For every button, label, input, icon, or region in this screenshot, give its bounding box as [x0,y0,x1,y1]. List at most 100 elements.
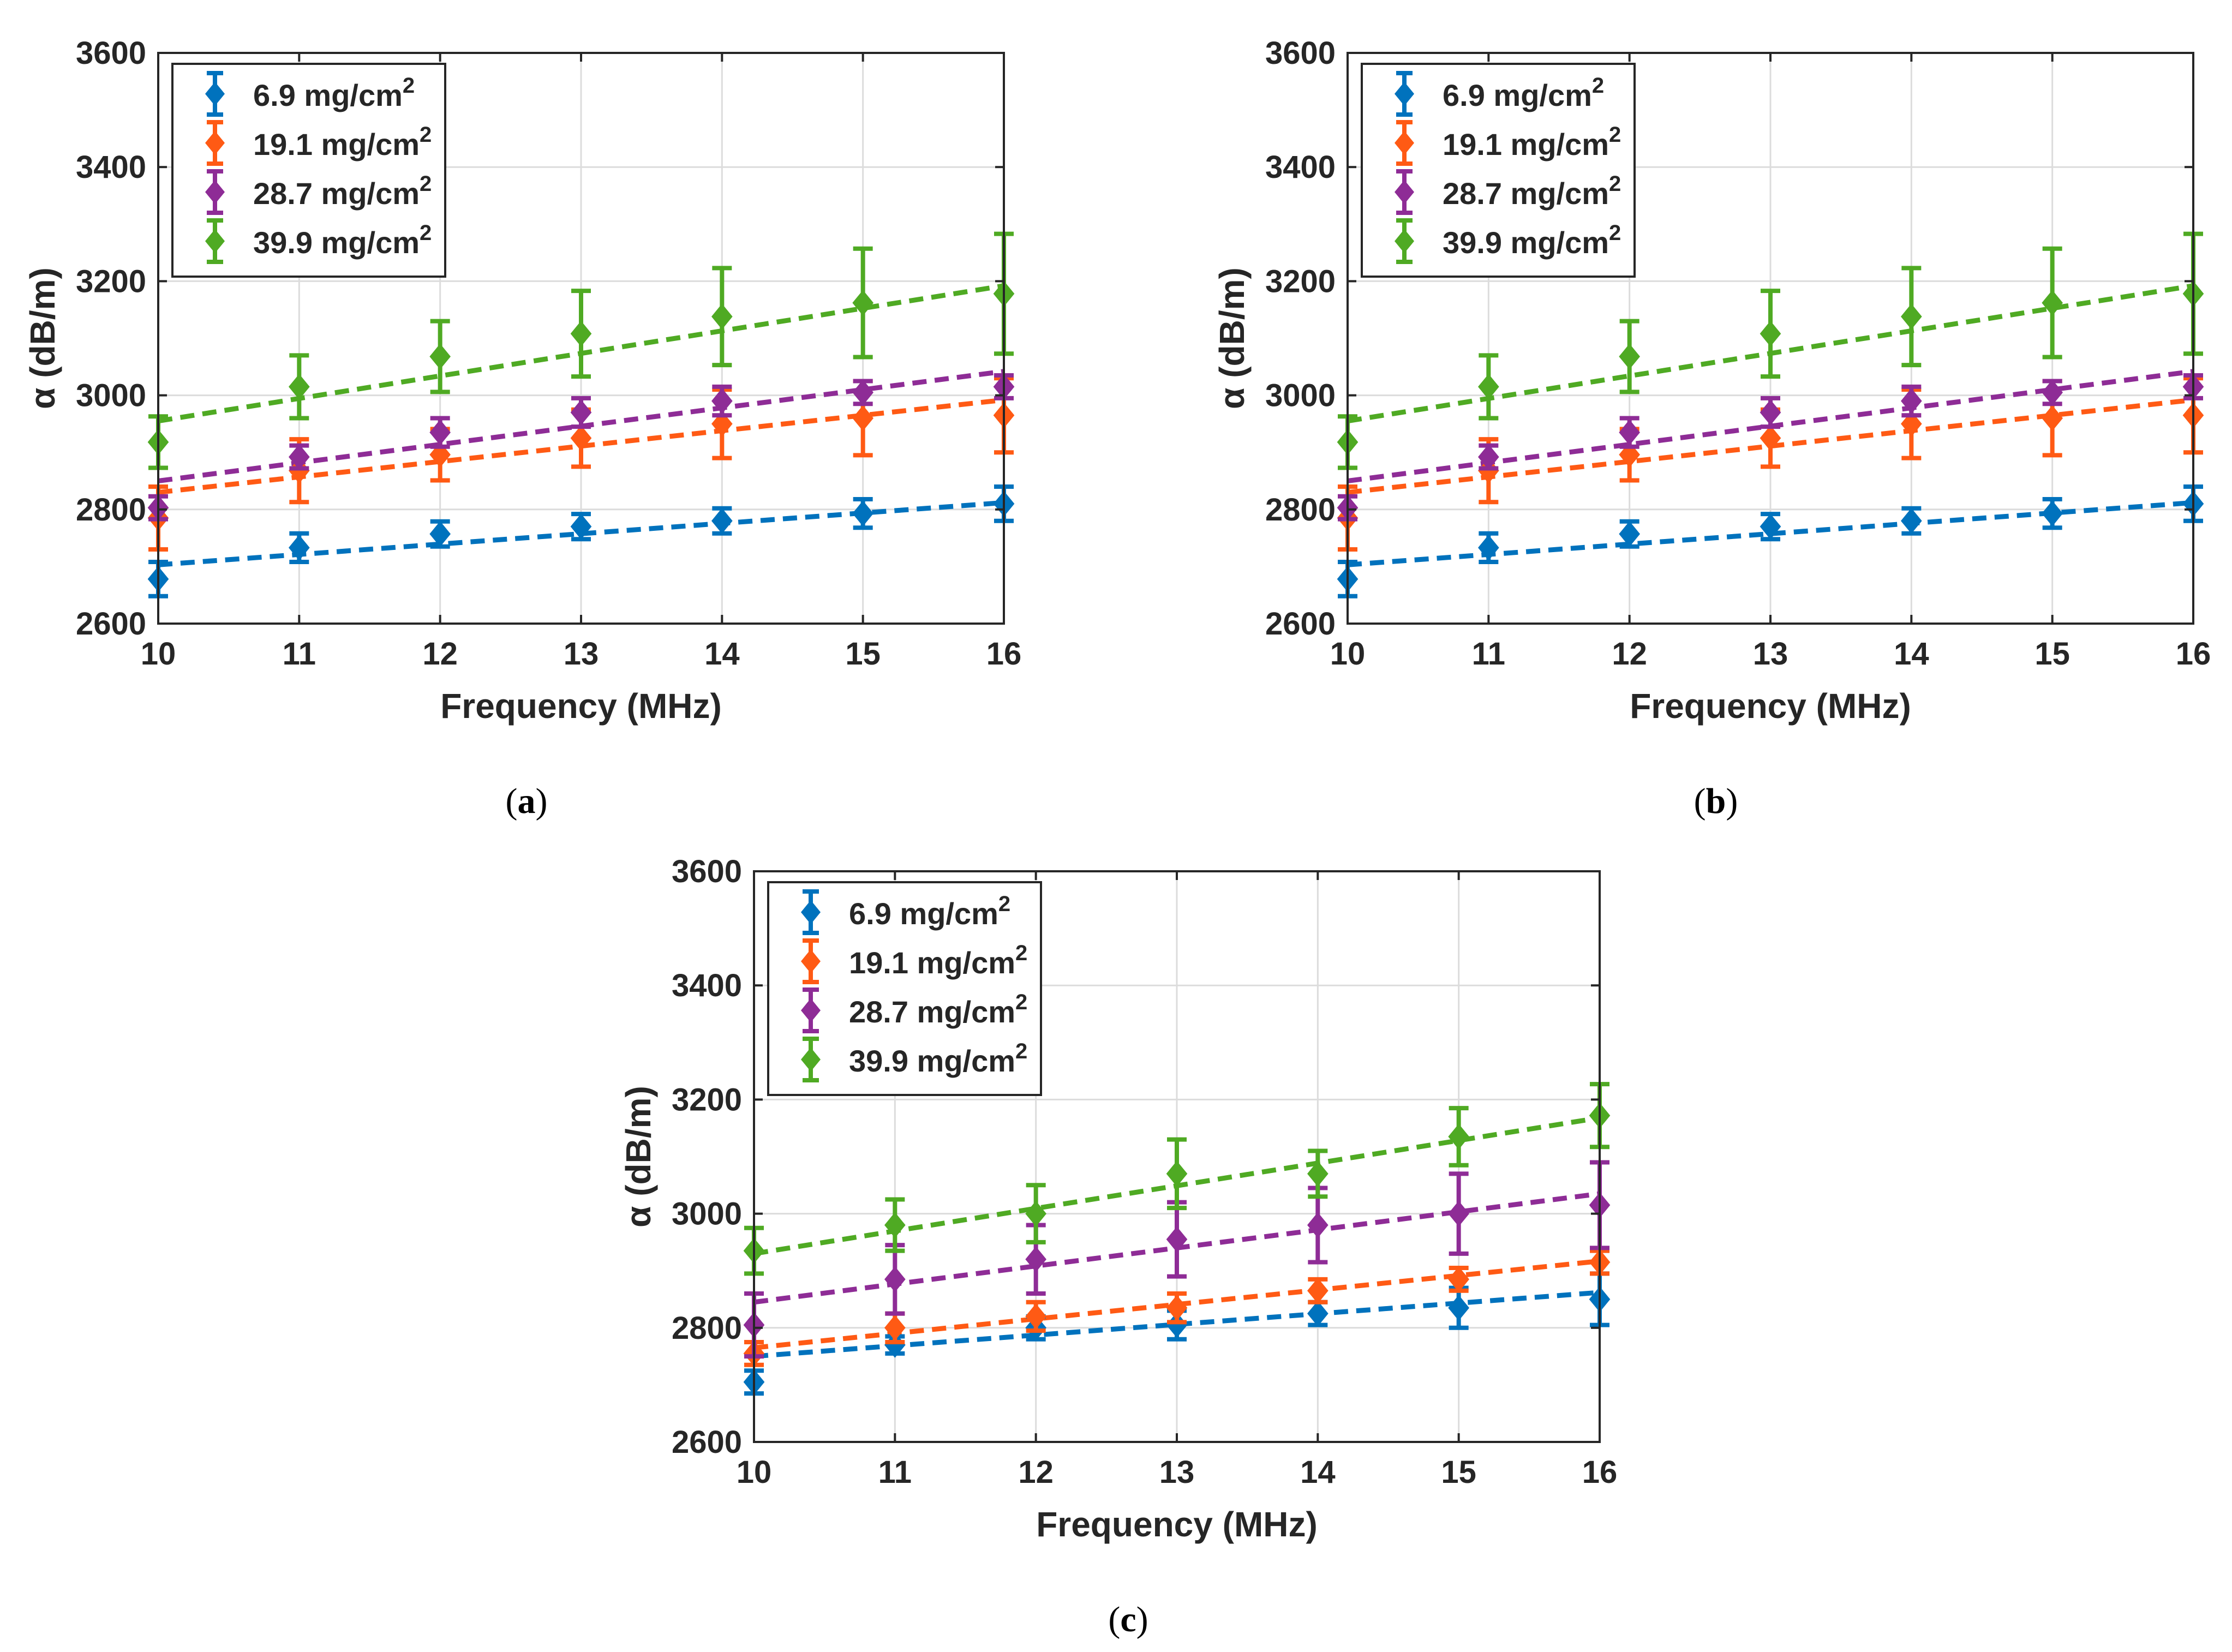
chart-panel-a: 10 11 12 13 14 15 16 2600 2800 3000 3200 3400 3600 Fr… [23,35,1021,821]
data-point [429,521,451,547]
legend-label: 28.7 mg/cm2 [1443,172,1621,211]
legend-item: 19.1 mg/cm2 [801,938,1027,984]
legend: 6.9 mg/cm2 19.1 mg/cm2 28.7 mg/cm2 39.9 mg/… [1361,63,1636,278]
legend-label: 39.9 mg/cm2 [849,1039,1027,1078]
legend-marker [1395,82,1414,106]
x-axis-label: Frequency (MHz) [1630,686,1911,726]
data-point [1448,1201,1470,1227]
data-point [1477,374,1499,400]
legend-item: 39.9 mg/cm2 [801,1037,1027,1082]
legend-marker [205,180,225,204]
legend-label: 19.1 mg/cm2 [253,123,432,161]
legend-marker [801,900,821,924]
data-point [570,321,592,347]
x-tick-label: 13 [1159,1455,1195,1490]
legend-item: 39.9 mg/cm2 [205,218,432,264]
y-tick-label: 3400 [672,968,742,1003]
x-tick-label: 11 [283,636,316,672]
x-tick-label: 15 [845,636,881,672]
data-point [1307,1278,1329,1304]
y-tick-label: 3400 [1265,149,1336,185]
data-point [429,343,451,370]
legend-label: 39.9 mg/cm2 [1443,221,1621,260]
data-point [429,420,451,446]
data-point [2042,379,2063,405]
y-tick-label: 3200 [76,264,146,299]
legend-item: 28.7 mg/cm2 [801,987,1027,1033]
data-point [1619,343,1641,370]
x-tick-label: 16 [986,636,1022,672]
data-point [1166,1226,1188,1253]
data-point [852,290,873,316]
data-point [289,374,310,400]
data-point [1477,535,1499,561]
data-point [570,425,592,451]
x-tick-label: 10 [1330,636,1366,672]
y-axis-label: α (dB/m) [619,1086,658,1228]
legend-label: 6.9 mg/cm2 [253,74,415,112]
y-tick-label: 3000 [672,1196,742,1232]
y-tick-label: 3600 [672,854,742,889]
x-tick-label: 11 [878,1455,912,1490]
legend-label: 19.1 mg/cm2 [1443,123,1621,161]
x-tick-label: 14 [1894,636,1929,672]
data-point [1025,1246,1046,1272]
x-axis-label: Frequency (MHz) [440,686,722,726]
panel-caption: (a) [506,781,548,821]
y-axis-label: α (dB/m) [23,267,62,409]
legend-marker [1395,229,1414,253]
data-point [884,1315,906,1341]
data-point [1448,1123,1470,1150]
x-tick-label: 12 [422,636,458,672]
data-point [1307,1160,1329,1187]
data-point [711,388,733,414]
x-tick-label: 14 [704,636,740,672]
x-tick-label: 15 [1441,1455,1476,1490]
y-tick-label: 2600 [1265,606,1336,642]
data-point [852,500,873,526]
x-tick-label: 11 [1472,636,1505,672]
x-tick-label: 15 [2034,636,2070,672]
legend-label: 39.9 mg/cm2 [253,221,432,260]
data-point [884,1212,906,1238]
x-tick-label: 13 [1753,636,1788,672]
data-point [1760,321,1781,347]
data-point [1760,425,1781,451]
y-tick-label: 2800 [76,492,146,528]
chart-panel-b: 10 11 12 13 14 15 16 2600 2800 3000 3200 3400 3600 Fr… [1212,35,2211,821]
data-point [1025,1303,1046,1330]
x-tick-label: 12 [1018,1455,1054,1490]
data-point [1900,411,1922,437]
x-tick-label: 14 [1300,1455,1336,1490]
x-tick-label: 13 [564,636,599,672]
y-tick-label: 3000 [1265,378,1336,414]
legend-marker [1395,180,1414,204]
data-point [1166,1295,1188,1321]
legend-marker [801,1048,821,1072]
legend-marker [205,229,225,253]
data-point [711,508,733,534]
legend-item: 28.7 mg/cm2 [205,169,432,215]
legend-item: 19.1 mg/cm2 [1395,120,1621,166]
y-tick-label: 2800 [672,1310,742,1346]
legend-marker [1395,131,1414,155]
data-point [1025,1201,1046,1227]
y-tick-label: 3200 [672,1082,742,1117]
y-tick-label: 3000 [76,378,146,414]
data-point [711,411,733,437]
legend-item: 39.9 mg/cm2 [1395,218,1621,264]
x-tick-label: 10 [737,1455,772,1490]
x-tick-label: 12 [1612,636,1647,672]
y-tick-label: 3600 [76,35,146,71]
legend: 6.9 mg/cm2 19.1 mg/cm2 28.7 mg/cm2 39.9 mg/… [171,63,446,278]
data-point [1477,444,1499,470]
y-tick-label: 3200 [1265,264,1336,299]
panel-caption: (c) [1108,1600,1148,1639]
x-tick-label: 10 [141,636,176,672]
x-axis-label: Frequency (MHz) [1036,1505,1318,1544]
data-point [1448,1295,1470,1321]
data-point [1900,388,1922,414]
legend-item: 6.9 mg/cm2 [205,71,415,117]
legend-item: 6.9 mg/cm2 [1395,71,1604,117]
data-point [1166,1160,1188,1187]
